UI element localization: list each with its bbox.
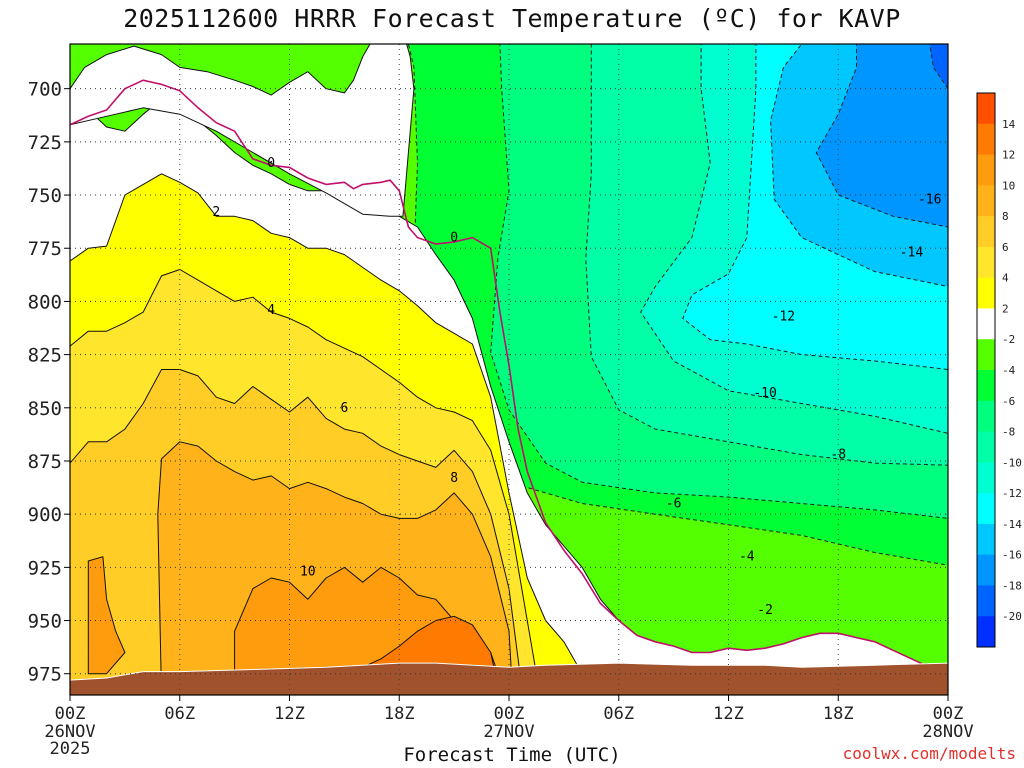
colorbar-label: 10 <box>1002 179 1015 192</box>
contour-label: -14 <box>900 245 924 260</box>
contour-label: -8 <box>830 448 846 463</box>
x-tick-label: 18Z <box>384 704 415 724</box>
contour-label: -12 <box>772 309 795 324</box>
colorbar-label: 14 <box>1002 118 1016 131</box>
y-tick-label: 725 <box>28 132 62 154</box>
y-tick-label: 700 <box>28 79 62 101</box>
colorbar-label: -20 <box>1002 610 1022 623</box>
colorbar-swatch <box>977 277 995 309</box>
colorbar-label: -6 <box>1002 395 1015 408</box>
y-tick-label: 950 <box>28 611 62 633</box>
contour-label: 6 <box>340 401 348 416</box>
contour-label: 10 <box>300 565 316 580</box>
chart-title: 2025112600 HRRR Forecast Temperature (ºC… <box>123 4 901 33</box>
colorbar-label: -4 <box>1002 364 1016 377</box>
colorbar-swatch <box>977 400 995 433</box>
y-tick-label: 750 <box>28 185 62 207</box>
contour-label: -10 <box>753 386 776 401</box>
colorbar-swatch <box>977 185 995 217</box>
colorbar-label: 8 <box>1002 210 1009 223</box>
y-tick-label: 925 <box>28 557 62 579</box>
colorbar-swatch <box>977 493 995 525</box>
colorbar-label: -18 <box>1002 579 1022 592</box>
x-tick-label: 00Z <box>494 704 525 724</box>
colorbar-swatch <box>977 616 995 648</box>
colorbar-swatch <box>977 462 995 494</box>
colorbar-swatch <box>977 93 995 125</box>
colorbar-label: -8 <box>1002 426 1015 439</box>
colorbar-swatch <box>977 523 995 556</box>
colorbar-label: -14 <box>1002 518 1022 531</box>
y-tick-label: 875 <box>28 451 62 473</box>
contour-label: 2 <box>212 205 220 220</box>
contour-label-layer: 0 0 2 4 6 8 10 -2 -4 -6 -8 -10 -12 -14 -16 <box>212 156 941 618</box>
zero-contour-0 <box>70 79 948 675</box>
y-axis: 700 725 750 775 800 825 850 875 900 925 950 975 <box>28 79 70 686</box>
colorbar-label: 12 <box>1002 149 1015 162</box>
colorbar-label: 2 <box>1002 302 1009 315</box>
colorbar-swatch <box>977 339 995 371</box>
x-tick-label: 18Z <box>823 704 854 724</box>
x-tick-label: 12Z <box>713 704 744 724</box>
y-tick-label: 800 <box>28 291 62 313</box>
x-tick-label: 00Z <box>55 704 86 724</box>
x-axis-label: Forecast Time (UTC) <box>403 744 621 766</box>
x-tick-label: 06Z <box>164 704 195 724</box>
freezing-line-layer <box>70 79 948 675</box>
colorbar-swatch <box>977 246 995 279</box>
grid-layer <box>70 44 948 695</box>
contour-label: -2 <box>757 603 773 618</box>
temp-region-10 <box>70 44 415 217</box>
y-tick-label: 775 <box>28 238 62 260</box>
x-tick-sublabel: 27NOV <box>483 722 534 742</box>
x-tick-label: 00Z <box>933 704 964 724</box>
credit-text: coolwx.com/modelts <box>842 744 1016 763</box>
y-tick-label: 825 <box>28 345 62 367</box>
colorbar: 14 12 10 8 6 4 2 -2 -4 -6 -8 -10 -12 -14 -16 -18 -20 <box>976 92 1022 648</box>
x-tick-sublabel: 26NOV <box>44 722 95 742</box>
temp-region-7 <box>815 44 948 228</box>
x-tick-sublabel: 28NOV <box>922 722 973 742</box>
contour-fill-layer <box>70 44 948 695</box>
temp-region-16 <box>87 556 126 675</box>
colorbar-swatch <box>977 154 995 186</box>
colorbar-label: -16 <box>1002 549 1022 562</box>
colorbar-swatch <box>977 431 995 463</box>
x-tick-label: 12Z <box>274 704 305 724</box>
y-tick-label: 975 <box>28 664 62 686</box>
contour-label: -6 <box>666 497 682 512</box>
colorbar-swatch <box>977 123 995 156</box>
colorbar-label: -12 <box>1002 487 1022 500</box>
colorbar-swatch <box>977 585 995 617</box>
x-tick-label: 06Z <box>603 704 634 724</box>
contour-label: 0 <box>267 156 275 171</box>
y-tick-label: 850 <box>28 398 62 420</box>
colorbar-swatch <box>977 216 995 248</box>
contour-label: 0 <box>450 231 458 246</box>
colorbar-swatch <box>977 308 995 340</box>
colorbar-label: 4 <box>1002 272 1009 285</box>
temp-region-8 <box>929 44 948 90</box>
colorbar-label: -2 <box>1002 333 1015 346</box>
colorbar-frame <box>976 92 996 648</box>
x-tick-sublabel: 2025 <box>50 739 91 759</box>
colorbar-label: 6 <box>1002 241 1009 254</box>
colorbar-swatch <box>977 554 995 586</box>
contour-label: 4 <box>267 303 275 318</box>
contour-label: 8 <box>450 471 458 486</box>
colorbar-swatch <box>977 370 995 402</box>
colorbar-label: -10 <box>1002 456 1022 469</box>
y-tick-label: 900 <box>28 504 62 526</box>
contour-label: -4 <box>739 550 755 565</box>
contour-label: -16 <box>918 192 941 207</box>
